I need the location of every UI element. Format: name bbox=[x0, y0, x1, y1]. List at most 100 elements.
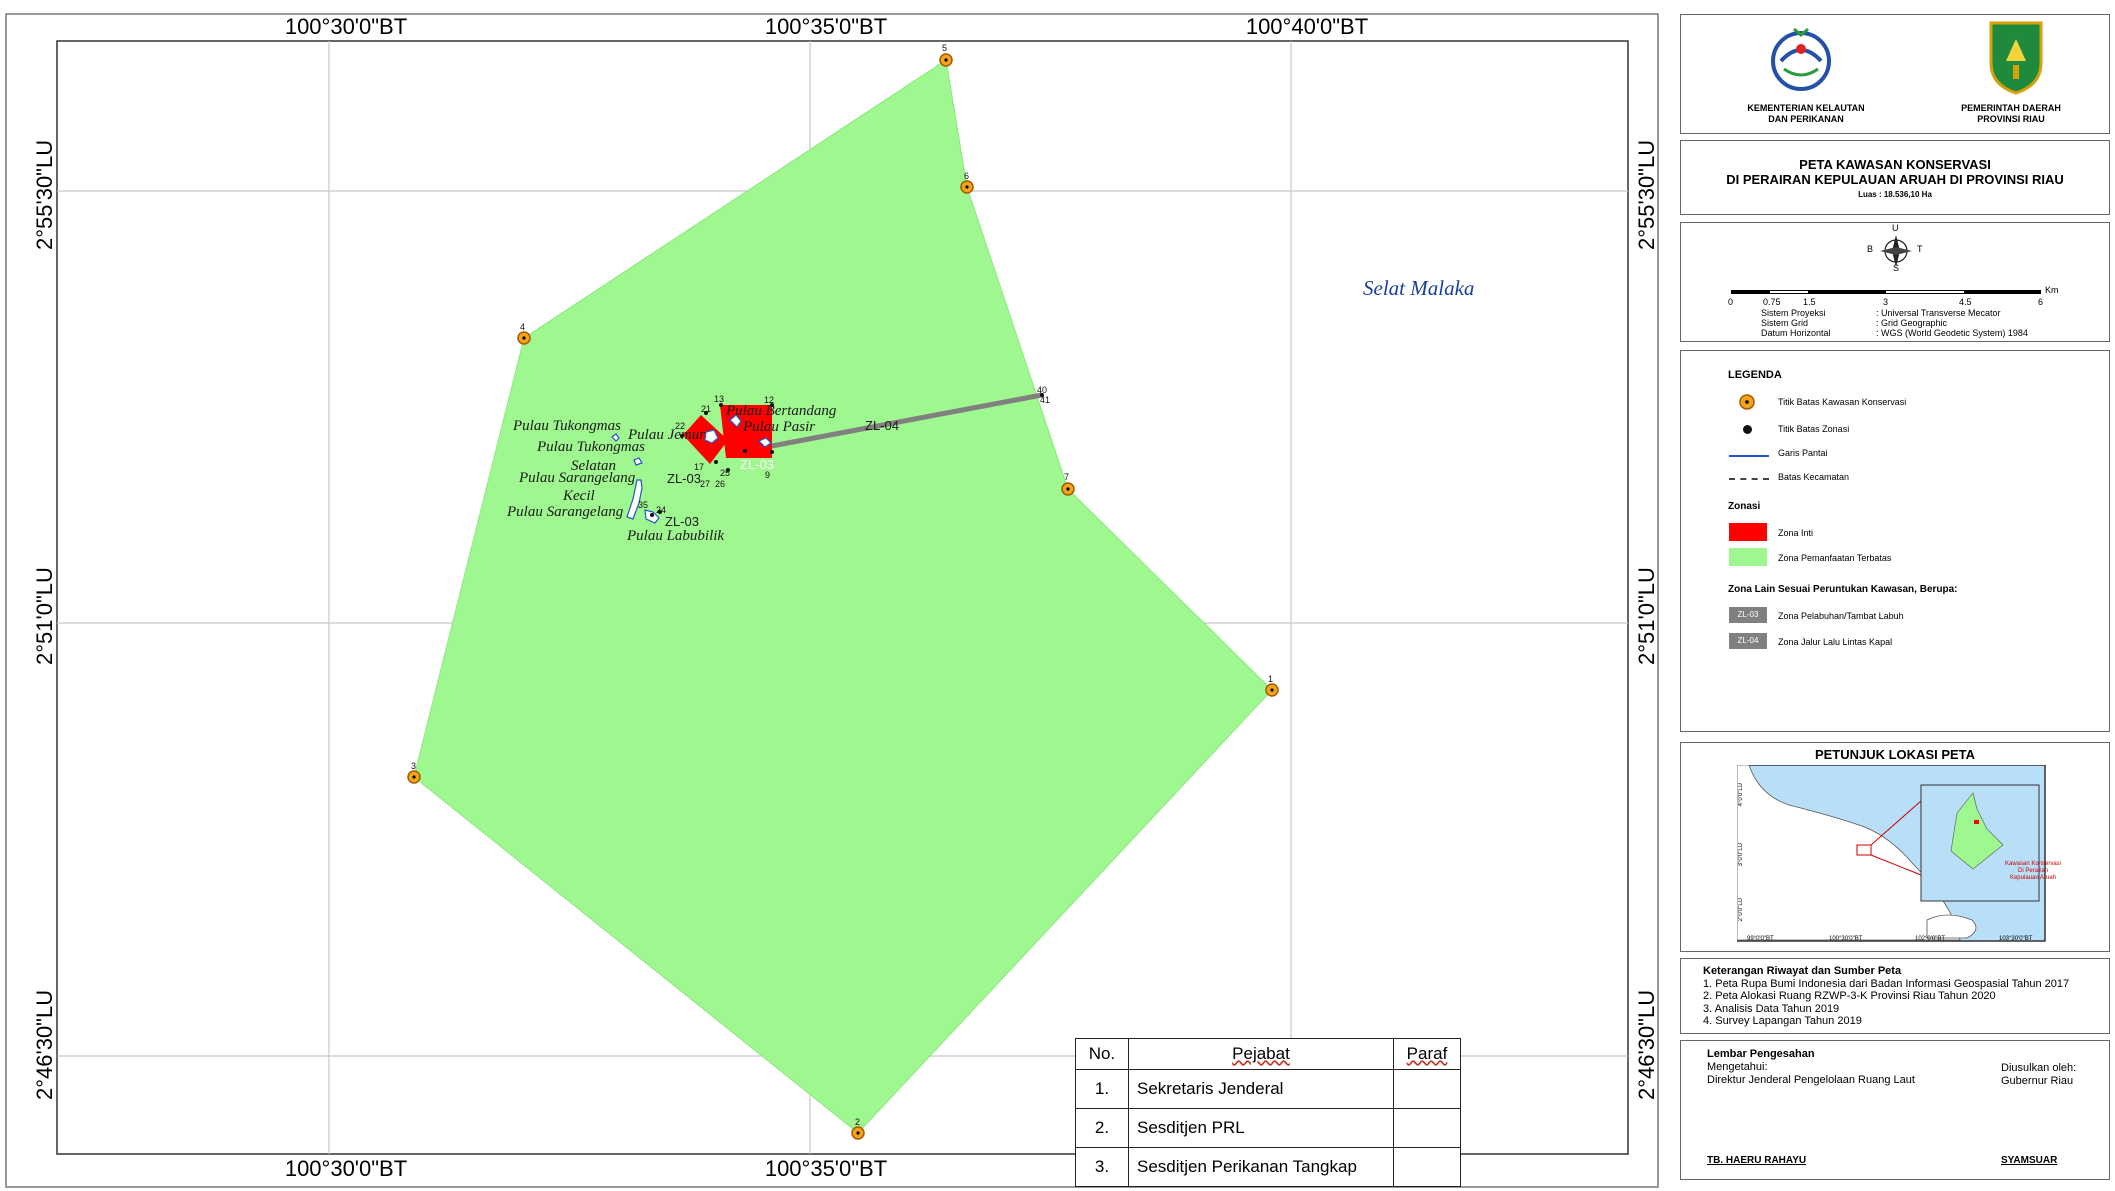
source-item-1: 1. Peta Rupa Bumi Indonesia dari Badan I… bbox=[1703, 977, 2070, 990]
col-paraf: Paraf bbox=[1393, 1038, 1461, 1070]
legend-title: LEGENDA bbox=[1728, 369, 1782, 381]
legend-district-line-icon bbox=[1729, 478, 1769, 480]
zone-point-27: 27 bbox=[700, 479, 711, 489]
scale-tick-0: 0 bbox=[1728, 297, 1734, 307]
grid-value: : Grid Geographic bbox=[1876, 318, 1948, 328]
datum-key: Datum Horizontal bbox=[1761, 328, 1831, 338]
approval-panel: Lembar Pengesahan Mengetahui: Direktur J… bbox=[1680, 1040, 2110, 1180]
scale-panel: U S B T 0 0.75 1.5 3 4.5 6 Km Sistem Pro… bbox=[1680, 222, 2110, 342]
boundary-points[interactable] bbox=[407, 53, 1279, 1140]
legend-zone-point-icon bbox=[1743, 425, 1752, 434]
legend-boundary-point-icon bbox=[1739, 394, 1755, 410]
boundary-label-2: 2 bbox=[855, 1117, 861, 1127]
kkp-logo-icon bbox=[1771, 27, 1831, 91]
zone-point-35: 35 bbox=[638, 500, 649, 510]
label-pulau-labubilik: Pulau Labubilik bbox=[627, 528, 725, 544]
label-pulau-sarangelang: Pulau Sarangelang bbox=[507, 504, 624, 520]
island-tukongmas bbox=[611, 433, 620, 442]
label-pulau-tukongmas-selatan-2: Selatan bbox=[571, 458, 616, 474]
coord-top-3: 100°40'0"BT bbox=[1245, 14, 1369, 39]
col-paraf-text: Paraf bbox=[1406, 1044, 1448, 1063]
shipping-lane-zl04[interactable] bbox=[744, 392, 1043, 454]
sources-panel: Keterangan Riwayat dan Sumber Peta 1. Pe… bbox=[1680, 958, 2110, 1034]
scale-tick-4: 4.5 bbox=[1959, 297, 1972, 307]
locator-map[interactable] bbox=[1737, 765, 2047, 945]
label-pulau-bertandang: Pulau Bertandang bbox=[726, 403, 837, 419]
coord-right-3: 2°46'30"LU bbox=[1634, 989, 1659, 1100]
row-pejabat: Sesditjen PRL bbox=[1128, 1108, 1394, 1148]
label-pulau-tukongmas-selatan-1: Pulau Tukongmas bbox=[537, 439, 645, 455]
zone-point-12: 12 bbox=[764, 395, 775, 405]
col-pejabat: Pejabat bbox=[1128, 1038, 1394, 1070]
title-panel: PETA KAWASAN KONSERVASI DI PERAIRAN KEPU… bbox=[1680, 140, 2110, 215]
locator-lat-2: 3°0'0"LU bbox=[1738, 843, 1744, 867]
org-left-line1: KEMENTERIAN KELAUTAN bbox=[1747, 103, 1865, 113]
legend-item-district: Batas Kecamatan bbox=[1778, 472, 1850, 482]
zone-point-21: 21 bbox=[701, 404, 712, 414]
legend-zonasi-inti: Zona Inti bbox=[1778, 528, 1814, 538]
zone-point-26: 26 bbox=[715, 479, 726, 489]
sea-label-selat-malaka: Selat Malaka bbox=[1363, 276, 1475, 300]
row-paraf[interactable] bbox=[1393, 1069, 1461, 1109]
legend-item-coastline: Garis Pantai bbox=[1778, 448, 1828, 458]
scale-tick-2: 1.5 bbox=[1803, 297, 1816, 307]
label-pulau-sarangelang-kecil-1: Pulau Sarangelang bbox=[519, 470, 636, 486]
island-pasir bbox=[757, 437, 772, 448]
map-area: Luas : 18.536,10 Ha bbox=[1858, 190, 1932, 199]
approval-sign-left: TB. HAERU RAHAYU bbox=[1707, 1155, 1807, 1166]
legend-core-zone-swatch bbox=[1729, 523, 1767, 541]
datum-value: : WGS (World Geodetic System) 1984 bbox=[1876, 328, 2028, 338]
coord-right-2: 2°51'0"LU bbox=[1634, 567, 1659, 665]
legend-item-boundary-point: Titik Batas Kawasan Konservasi bbox=[1778, 397, 1907, 407]
conservation-zone-polygon[interactable] bbox=[413, 59, 1273, 1134]
row-pejabat: Sekretaris Jenderal bbox=[1128, 1069, 1394, 1109]
label-zl03-east: ZL-03 bbox=[740, 457, 774, 472]
source-item-4: 4. Survey Lapangan Tahun 2019 bbox=[1703, 1015, 1862, 1027]
signature-table: No. Pejabat Paraf 1. Sekretaris Jenderal… bbox=[1075, 1038, 1461, 1187]
boundary-label-4: 4 bbox=[520, 322, 526, 332]
legend-zonasi-title: Zonasi bbox=[1728, 501, 1761, 512]
scale-tick-5: 6 bbox=[2038, 297, 2044, 307]
row-paraf[interactable] bbox=[1393, 1108, 1461, 1148]
org-right-line2: PROVINSI RIAU bbox=[1977, 114, 2045, 124]
coord-bottom-2: 100°35'0"BT bbox=[764, 1156, 888, 1181]
grid-key: Sistem Grid bbox=[1761, 318, 1809, 328]
legend-zl04-swatch: ZL-04 bbox=[1729, 633, 1767, 649]
approval-mengetahui-by: Direktur Jenderal Pengelolaan Ruang Laut bbox=[1707, 1074, 1915, 1086]
boundary-label-6: 6 bbox=[964, 171, 970, 181]
zone-point-22: 22 bbox=[675, 421, 686, 431]
locator-title: PETUNJUK LOKASI PETA bbox=[1814, 747, 1976, 762]
coord-left-3: 2°46'30"LU bbox=[32, 989, 57, 1100]
locator-note: Kawasan Konservasi Di Perairan Kepulauan… bbox=[2003, 861, 2063, 882]
compass-e: T bbox=[1917, 244, 1923, 254]
row-pejabat: Sesditjen Perikanan Tangkap bbox=[1128, 1147, 1394, 1187]
map-title-line1: PETA KAWASAN KONSERVASI bbox=[1799, 157, 1991, 172]
projection-info: Sistem Proyeksi: Universal Transverse Me… bbox=[1761, 308, 2028, 338]
legend-other-title: Zona Lain Sesuai Peruntukan Kawasan, Ber… bbox=[1728, 584, 1958, 595]
approval-mengetahui: Mengetahui: bbox=[1707, 1061, 1768, 1073]
label-pulau-pasir: Pulau Pasir bbox=[743, 419, 816, 435]
projection-value: : Universal Transverse Mecator bbox=[1876, 308, 2001, 318]
locator-note-3: Kepulauan Aruah bbox=[2009, 875, 2057, 881]
header-logos-panel: KEMENTERIAN KELAUTAN DAN PERIKANAN PEMER… bbox=[1680, 14, 2110, 134]
row-no: 1. bbox=[1075, 1069, 1129, 1109]
locator-lon-4: 103°30'0"BT bbox=[1999, 936, 2033, 942]
scale-tick-3: 3 bbox=[1883, 297, 1889, 307]
label-zl03-west: ZL-03 bbox=[667, 471, 701, 486]
island-bertandang bbox=[729, 414, 742, 428]
coord-right-1: 2°55'30"LU bbox=[1634, 139, 1659, 250]
col-no: No. bbox=[1075, 1038, 1129, 1070]
compass-n: U bbox=[1892, 223, 1899, 233]
locator-lon-3: 102°0'0"BT bbox=[1915, 936, 1946, 942]
boundary-label-1: 1 bbox=[1268, 674, 1274, 684]
locator-note-1: Kawasan Konservasi bbox=[2004, 861, 2062, 867]
source-item-2: 2. Peta Alokasi Ruang RZWP-3-K Provinsi … bbox=[1703, 990, 1996, 1002]
legend-zl04-label: Zona Jalur Lalu Lintas Kapal bbox=[1778, 637, 1893, 647]
row-paraf[interactable] bbox=[1393, 1147, 1461, 1187]
source-item-3: 3. Analisis Data Tahun 2019 bbox=[1703, 1002, 1840, 1015]
approval-sign-right: SYAMSUAR bbox=[2001, 1155, 2058, 1166]
row-no: 2. bbox=[1075, 1108, 1129, 1148]
scale-bar bbox=[1731, 290, 2041, 294]
compass-s: S bbox=[1893, 263, 1900, 273]
